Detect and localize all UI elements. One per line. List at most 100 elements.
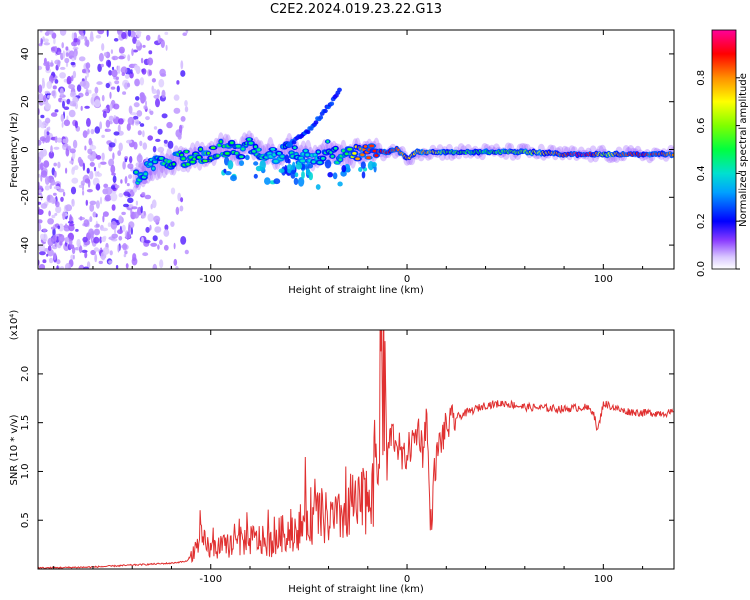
spectrogram-noise-cell (38, 189, 42, 194)
spectrogram-noise-cell (85, 62, 91, 69)
spectrogram-noise-cell (50, 226, 55, 230)
spectrogram-noise-cell (133, 102, 140, 108)
spectrogram-branch-cell (305, 129, 311, 135)
spectrogram-noise-cell (56, 259, 61, 265)
spectrogram-noise-cell (139, 123, 145, 127)
spectrogram-noise-cell (68, 264, 71, 269)
spectrogram-noise-cell (175, 206, 180, 215)
spectrogram-ridge-core (198, 147, 203, 151)
spectrogram-side-cell (305, 168, 311, 176)
spectrogram-noise-cell (76, 238, 81, 248)
x-tick-label: 0 (404, 574, 410, 585)
spectrogram-side-cell (294, 172, 299, 178)
spectrogram-noise-cell (141, 192, 146, 197)
spectrogram-noise-cell (71, 57, 75, 62)
spectrogram-ridge-core (181, 157, 186, 161)
spectrogram-noise-cell (63, 106, 70, 110)
spectrogram-ridge-core (313, 153, 317, 157)
spectrogram-ridge-core (374, 154, 379, 157)
spectrogram-branch-cell (313, 120, 319, 125)
spectrogram-noise-cell (50, 145, 53, 154)
spectrogram-noise-cell (43, 248, 50, 252)
spectrogram-noise-cell (159, 38, 163, 42)
spectrogram-noise-cell (153, 94, 160, 99)
spectrogram-noise-cell (117, 229, 123, 235)
spectrogram-noise-cell (158, 78, 165, 88)
spectrogram-ridge-core (270, 147, 276, 151)
spectrogram-noise-cell (94, 253, 98, 263)
spectrogram-noise-cell (142, 130, 145, 138)
spectrogram-side-cell (307, 163, 314, 169)
spectrogram-noise-cell (42, 241, 45, 245)
spectrogram-noise-cell (40, 170, 48, 178)
spectrogram-noise-cell (44, 185, 50, 191)
spectrogram-noise-cell (132, 185, 138, 193)
spectrogram-noise-cell (89, 145, 97, 150)
spectrogram-ridge-core (234, 151, 239, 155)
spectrogram-side-cell (358, 167, 363, 172)
spectrogram-noise-cell (100, 161, 107, 165)
spectrogram-noise-cell (84, 252, 88, 259)
y-tick-label: 40 (20, 48, 31, 61)
spectrogram-noise-cell (72, 139, 78, 149)
spectrogram-noise-cell (84, 75, 87, 82)
spectrogram-noise-cell (180, 197, 184, 203)
spectrogram-noise-cell (99, 121, 102, 130)
spectrogram-noise-cell (84, 41, 88, 46)
spectrogram-noise-cell (173, 242, 176, 250)
spectrogram-noise-cell (148, 69, 152, 76)
spectrogram-side-cell (301, 171, 305, 179)
spectrogram-noise-cell (126, 231, 130, 241)
spectrogram-noise-cell (103, 52, 108, 57)
spectrogram-ridge-core (192, 157, 196, 161)
spectrogram-noise-cell (82, 69, 86, 74)
spectrogram-noise-cell (118, 215, 123, 224)
spectrogram-noise-cell (176, 80, 180, 85)
spectrogram-noise-cell (111, 233, 118, 239)
spectrogram-noise-cell (166, 121, 173, 129)
spectrogram-marks (38, 30, 674, 269)
spectrogram-noise-cell (173, 258, 178, 266)
spectrogram-noise-cell (38, 173, 41, 178)
spectrogram-side-cell (278, 168, 285, 173)
spectrogram-y-axis-label: Frequency (Hz) (9, 112, 20, 188)
spectrogram-noise-cell (128, 174, 133, 180)
spectrogram-noise-cell (129, 156, 133, 164)
y-tick-label: 2.0 (20, 366, 31, 382)
spectrogram-noise-cell (53, 146, 60, 150)
spectrogram-noise-cell (51, 90, 56, 97)
spectrogram-side-cell (264, 177, 271, 185)
spectrogram-noise-cell (71, 198, 75, 207)
x-tick-label: 0 (404, 274, 410, 285)
spectrogram-noise-cell (124, 158, 128, 163)
spectrogram-noise-cell (177, 134, 182, 140)
chart-title: C2E2.2024.019.23.22.G13 (270, 2, 442, 17)
spectrogram-ridge-core (335, 161, 340, 164)
spectrogram-side-cell (244, 154, 250, 161)
spectrogram-noise-cell (39, 30, 43, 33)
spectrogram-noise-cell (133, 141, 138, 150)
spectrogram-noise-cell (67, 220, 74, 224)
spectrogram-noise-cell (68, 223, 75, 227)
spectrogram-noise-cell (88, 137, 93, 146)
spectrogram-side-cell (253, 161, 259, 166)
spectrogram-noise-cell (83, 266, 90, 269)
spectrogram-noise-cell (73, 165, 79, 171)
spectrogram-ridge-core (355, 157, 360, 161)
spectrogram-noise-cell (51, 214, 56, 219)
spectrogram-noise-cell (163, 229, 170, 237)
spectrogram-side-cell (238, 160, 245, 167)
spectrogram-noise-cell (127, 163, 134, 170)
spectrogram-noise-cell (130, 227, 133, 235)
spectrogram-noise-cell (107, 60, 112, 68)
spectrogram-noise-cell (71, 75, 74, 82)
spectrogram-noise-cell (40, 148, 48, 157)
spectrogram-noise-cell (69, 214, 72, 223)
spectrogram-noise-cell (101, 236, 106, 242)
spectrogram-noise-cell (64, 57, 70, 64)
spectrogram-noise-cell (137, 32, 141, 38)
spectrogram-noise-cell (86, 189, 93, 193)
spectrogram-noise-cell (157, 128, 163, 135)
spectrogram-ridge-core (230, 141, 234, 145)
spectrogram-noise-cell (117, 150, 122, 157)
